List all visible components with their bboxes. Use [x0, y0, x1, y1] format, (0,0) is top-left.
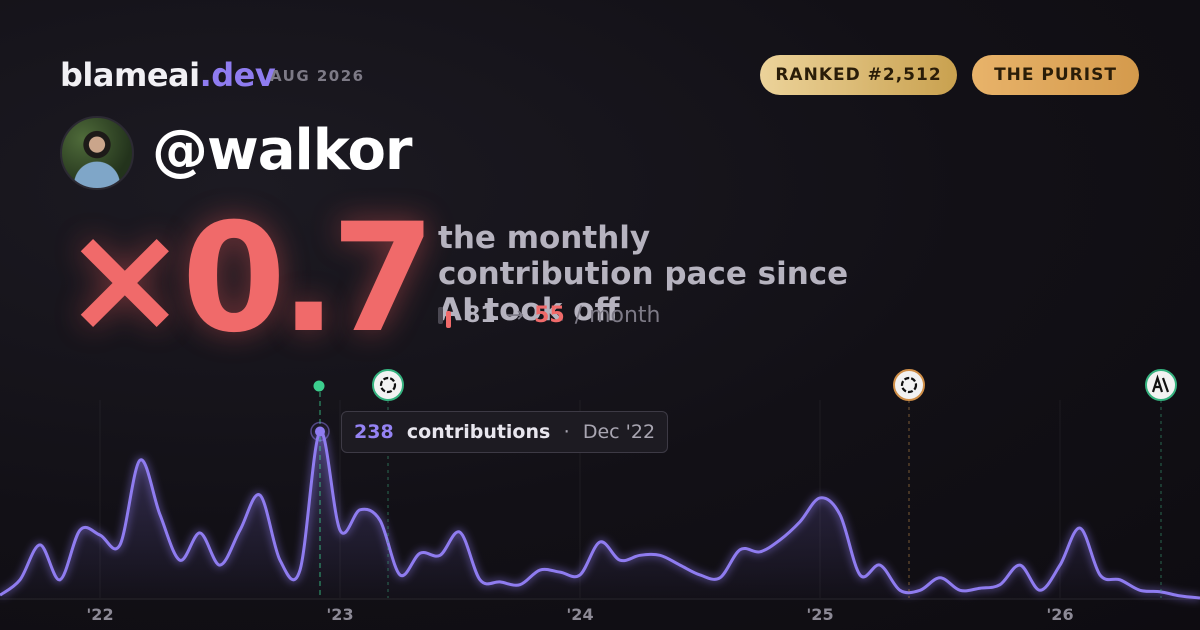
pace-before: 81	[465, 303, 496, 328]
pace: 81 → 55 / month	[438, 303, 661, 328]
openai-icon	[372, 369, 404, 401]
brand-tld: .dev	[199, 56, 276, 94]
line	[0, 429, 1200, 600]
pace-icon	[438, 307, 443, 324]
handle: @walkor	[152, 118, 413, 183]
x-tick-label: '22	[86, 605, 113, 624]
multiplier: ×0.7	[62, 192, 435, 366]
pace-arrow: →	[505, 303, 525, 328]
highlight-dot	[313, 380, 325, 392]
period: AUG 2026	[270, 67, 365, 85]
x-tick-label: '25	[806, 605, 833, 624]
highlight-ring	[310, 421, 330, 442]
x-tick-label: '23	[326, 605, 353, 624]
tooltip: 238 contributions · Dec '22	[341, 411, 669, 453]
rank-badge: RANKED #2,512	[760, 55, 957, 95]
brand-name: blameai	[60, 56, 200, 94]
brand: blameai.dev	[60, 56, 276, 94]
x-tick-label: '24	[566, 605, 593, 624]
caption: the monthly contribution pace since AI t…	[438, 220, 849, 328]
openai-icon	[893, 369, 925, 401]
pace-after: 55	[534, 303, 565, 328]
tooltip-separator: ·	[563, 421, 570, 443]
event-markers	[313, 369, 1177, 598]
highlight-point	[315, 426, 325, 437]
area	[0, 431, 1200, 598]
pace-unit: / month	[574, 303, 661, 328]
persona-badge: THE PURIST	[972, 55, 1139, 95]
x-tick-label: '26	[1046, 605, 1073, 624]
tooltip-label: contributions	[406, 421, 551, 443]
avatar	[60, 116, 134, 190]
anthropic-icon	[1145, 369, 1177, 401]
tooltip-date: Dec '22	[582, 421, 656, 443]
tooltip-value: 238	[354, 421, 394, 443]
